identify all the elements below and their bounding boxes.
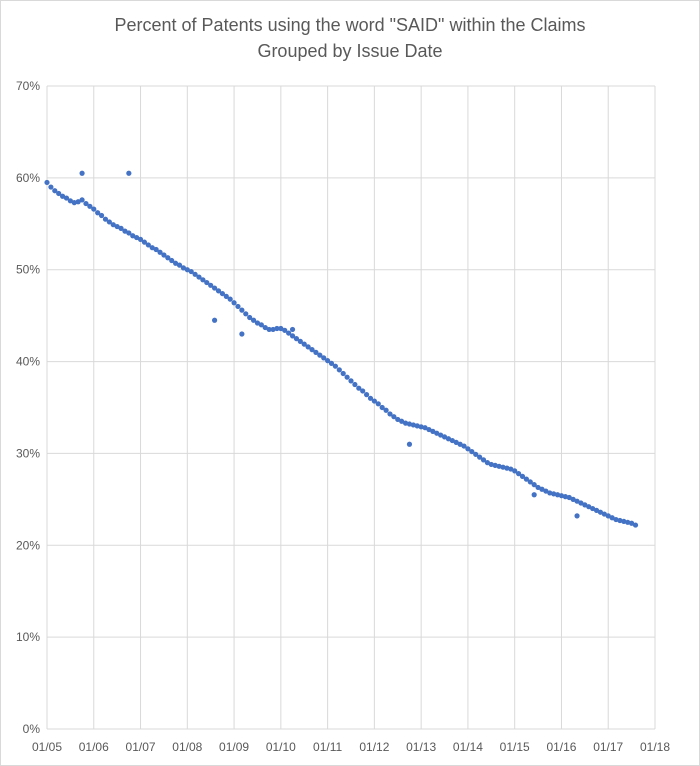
data-point bbox=[212, 318, 217, 323]
data-point bbox=[239, 308, 244, 313]
y-tick-label: 20% bbox=[16, 538, 40, 552]
data-point bbox=[228, 297, 233, 302]
y-tick-label: 40% bbox=[16, 355, 40, 369]
x-tick-label: 01/12 bbox=[359, 740, 389, 754]
x-gridlines bbox=[47, 86, 655, 729]
data-point bbox=[407, 442, 412, 447]
x-tick-label: 01/16 bbox=[546, 740, 576, 754]
x-tick-label: 01/13 bbox=[406, 740, 436, 754]
x-tick-label: 01/08 bbox=[172, 740, 202, 754]
data-point bbox=[239, 331, 244, 336]
y-gridlines bbox=[47, 86, 655, 729]
data-point bbox=[79, 171, 84, 176]
y-tick-label: 0% bbox=[23, 722, 41, 736]
y-tick-label: 10% bbox=[16, 630, 40, 644]
x-tick-label: 01/05 bbox=[32, 740, 62, 754]
x-tick-label: 01/06 bbox=[79, 740, 109, 754]
data-point bbox=[337, 367, 342, 372]
data-point bbox=[574, 513, 579, 518]
x-tick-label: 01/07 bbox=[126, 740, 156, 754]
data-point bbox=[364, 392, 369, 397]
data-point bbox=[376, 401, 381, 406]
x-axis-labels: 01/05 01/06 01/07 01/08 01/09 01/10 01/11 01/12… bbox=[32, 740, 670, 754]
x-tick-label: 01/11 bbox=[313, 740, 342, 754]
data-point bbox=[333, 364, 338, 369]
data-point bbox=[44, 180, 49, 185]
data-point bbox=[348, 378, 353, 383]
data-point bbox=[352, 382, 357, 387]
data-point bbox=[290, 327, 295, 332]
y-axis-labels: 0% 10% 20% 30% 40% 50% 60% 70% bbox=[16, 79, 40, 736]
y-tick-label: 50% bbox=[16, 263, 40, 277]
data-point bbox=[341, 371, 346, 376]
data-points bbox=[44, 171, 638, 528]
data-point bbox=[91, 206, 96, 211]
data-point bbox=[243, 311, 248, 316]
y-tick-label: 60% bbox=[16, 171, 40, 185]
data-point bbox=[633, 522, 638, 527]
data-point bbox=[383, 408, 388, 413]
x-tick-label: 01/14 bbox=[453, 740, 483, 754]
data-point bbox=[99, 213, 104, 218]
data-point bbox=[235, 304, 240, 309]
x-tick-label: 01/17 bbox=[593, 740, 623, 754]
data-point bbox=[345, 375, 350, 380]
x-tick-label: 01/10 bbox=[266, 740, 296, 754]
data-point bbox=[360, 388, 365, 393]
x-tick-label: 01/09 bbox=[219, 740, 249, 754]
data-point bbox=[48, 184, 53, 189]
y-tick-label: 30% bbox=[16, 446, 40, 460]
x-tick-label: 01/15 bbox=[500, 740, 530, 754]
data-point bbox=[231, 300, 236, 305]
data-point bbox=[79, 197, 84, 202]
x-tick-label: 01/18 bbox=[640, 740, 670, 754]
y-tick-label: 70% bbox=[16, 79, 40, 93]
data-point bbox=[532, 492, 537, 497]
data-point bbox=[126, 171, 131, 176]
